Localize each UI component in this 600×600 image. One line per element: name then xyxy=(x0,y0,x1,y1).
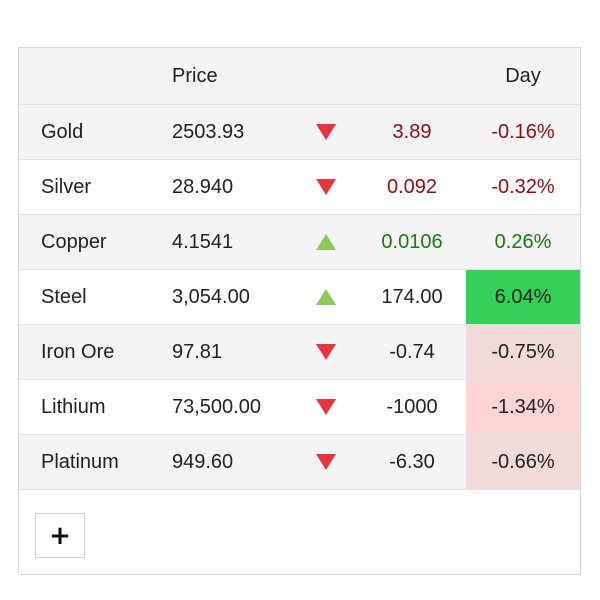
trend-arrow xyxy=(301,380,351,434)
down-arrow-icon xyxy=(316,399,336,415)
table-row[interactable]: Gold 2503.93 3.89 -0.16% xyxy=(19,105,580,160)
table-row[interactable]: Iron Ore 97.81 -0.74 -0.75% xyxy=(19,325,580,380)
trend-arrow xyxy=(301,105,351,159)
table-row[interactable]: Steel 3,054.00 174.00 6.04% xyxy=(19,270,580,325)
day-percent-change: -1.34% xyxy=(466,380,580,434)
commodity-price: 28.940 xyxy=(172,175,234,198)
commodity-price: 97.81 xyxy=(172,340,223,363)
down-arrow-icon xyxy=(316,344,336,360)
table-row[interactable]: Copper 4.1541 0.0106 0.26% xyxy=(19,215,580,270)
up-arrow-icon xyxy=(316,234,336,250)
commodity-name: Silver xyxy=(41,175,92,198)
commodity-price: 949.60 xyxy=(172,450,234,473)
price-change: 3.89 xyxy=(392,120,432,143)
day-percent-change: -0.75% xyxy=(466,325,580,379)
commodity-name: Steel xyxy=(41,285,87,308)
price-change: -6.30 xyxy=(389,450,435,473)
price-change: 174.00 xyxy=(381,285,443,308)
commodities-table: Price Day Gold 2503.93 3.89 -0.16% Silve… xyxy=(18,47,581,575)
table-header: Price Day xyxy=(19,48,580,105)
price-change: 0.092 xyxy=(386,175,438,198)
commodity-price: 3,054.00 xyxy=(172,285,250,308)
commodity-price: 2503.93 xyxy=(172,120,245,143)
trend-arrow xyxy=(301,215,351,269)
up-arrow-icon xyxy=(316,289,336,305)
trend-arrow xyxy=(301,270,351,324)
commodity-name: Iron Ore xyxy=(41,340,115,363)
day-percent-change: -0.32% xyxy=(491,175,555,198)
table-row[interactable]: Lithium 73,500.00 -1000 -1.34% xyxy=(19,380,580,435)
down-arrow-icon xyxy=(316,454,336,470)
price-column-header: Price xyxy=(172,64,218,87)
price-change: -0.74 xyxy=(389,340,435,363)
table-row[interactable]: Silver 28.940 0.092 -0.32% xyxy=(19,160,580,215)
day-column-header: Day xyxy=(505,64,541,87)
down-arrow-icon xyxy=(316,124,336,140)
commodity-name: Lithium xyxy=(41,395,106,418)
trend-arrow xyxy=(301,435,351,489)
commodity-name: Gold xyxy=(41,120,84,143)
commodity-name: Platinum xyxy=(41,450,119,473)
price-change: 0.0106 xyxy=(381,230,443,253)
trend-arrow xyxy=(301,325,351,379)
day-percent-change: -0.66% xyxy=(466,435,580,489)
day-percent-change: 6.04% xyxy=(466,270,580,324)
table-row[interactable]: Platinum 949.60 -6.30 -0.66% xyxy=(19,435,580,490)
day-percent-change: -0.16% xyxy=(491,120,555,143)
add-row-button[interactable]: + xyxy=(35,513,85,558)
day-percent-change: 0.26% xyxy=(494,230,552,253)
price-change: -1000 xyxy=(386,395,438,418)
commodity-price: 4.1541 xyxy=(172,230,234,253)
commodity-price: 73,500.00 xyxy=(172,395,261,418)
down-arrow-icon xyxy=(316,179,336,195)
trend-arrow xyxy=(301,160,351,214)
commodity-name: Copper xyxy=(41,230,107,253)
